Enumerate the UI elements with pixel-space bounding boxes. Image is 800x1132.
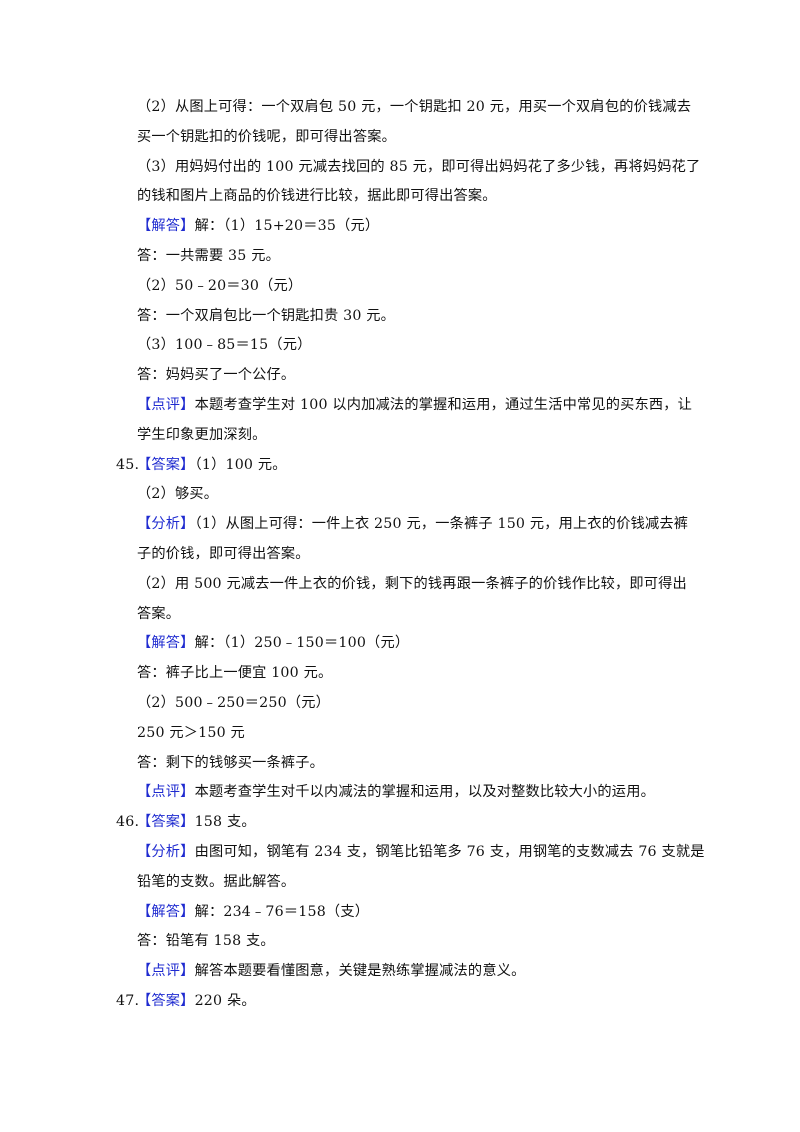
- section-label: 【解答】: [137, 635, 195, 652]
- line-text: 铅笔的支数。据此解答。: [137, 873, 296, 890]
- line-text: （3）100﹣85＝15（元）: [137, 337, 312, 354]
- line-text: 250 元＞150 元: [137, 724, 245, 741]
- text-line: 答案。: [0, 600, 800, 630]
- text-line: 答：妈妈买了一个公仔。: [0, 361, 800, 391]
- text-line: （2）够买。: [0, 480, 800, 510]
- text-line: 250 元＞150 元: [0, 719, 800, 749]
- text-line: （3）用妈妈付出的 100 元减去找回的 85 元，即可得出妈妈花了多少钱，再将…: [0, 153, 800, 183]
- question-answer-heading: 45.【答案】（1）100 元。: [0, 451, 800, 481]
- document-body: （2）从图上可得：一个双肩包 50 元，一个钥匙扣 20 元，用买一个双肩包的价…: [0, 93, 800, 1017]
- section-label: 【答案】: [137, 814, 195, 831]
- text-line: 答：铅笔有 158 支。: [0, 927, 800, 957]
- line-text: （2）用 500 元减去一件上衣的价钱，剩下的钱再跟一条裤子的价钱作比较，即可得…: [137, 575, 687, 592]
- section-label: 【点评】: [137, 396, 195, 413]
- line-text: 解：（1）250﹣150＝100（元）: [194, 635, 410, 652]
- line-text: 解：（1）15+20＝35（元）: [194, 218, 380, 235]
- line-text: 220 朵。: [194, 992, 256, 1009]
- section-label: 【解答】: [137, 218, 195, 235]
- text-line: 【点评】本题考查学生对 100 以内加减法的掌握和运用，通过生活中常见的买东西，…: [0, 391, 800, 421]
- line-text: 答：铅笔有 158 支。: [137, 933, 275, 950]
- line-text: （2）从图上可得：一个双肩包 50 元，一个钥匙扣 20 元，用买一个双肩包的价…: [137, 99, 692, 115]
- line-text: 答：妈妈买了一个公仔。: [137, 367, 296, 384]
- line-text: 解答本题要看懂图意，关键是熟练掌握减法的意义。: [194, 963, 526, 980]
- line-text: 学生印象更加深刻。: [137, 426, 267, 443]
- text-line: 【解答】解：（1）250﹣150＝100（元）: [0, 629, 800, 659]
- text-line: 答：一共需要 35 元。: [0, 242, 800, 272]
- question-answer-heading: 47.【答案】220 朵。: [0, 987, 800, 1017]
- question-number: 45.: [116, 456, 140, 473]
- text-line: 铅笔的支数。据此解答。: [0, 868, 800, 898]
- line-text: 答案。: [137, 605, 181, 622]
- line-text: （2）500﹣250＝250（元）: [137, 694, 330, 711]
- text-line: 答：剩下的钱够买一条裤子。: [0, 749, 800, 779]
- section-label: 【点评】: [137, 963, 195, 980]
- text-line: 答：一个双肩包比一个钥匙扣贵 30 元。: [0, 302, 800, 332]
- line-text: （3）用妈妈付出的 100 元减去找回的 85 元，即可得出妈妈花了多少钱，再将…: [137, 158, 701, 175]
- text-line: 【点评】解答本题要看懂图意，关键是熟练掌握减法的意义。: [0, 957, 800, 987]
- section-label: 【分析】: [137, 843, 195, 860]
- line-text: （1）从图上可得：一件上衣 250 元，一条裤子 150 元，用上衣的价钱减去裤: [194, 516, 689, 533]
- text-line: （2）50﹣20＝30（元）: [0, 272, 800, 302]
- section-label: 【答案】: [137, 992, 195, 1009]
- line-text: 本题考查学生对千以内减法的掌握和运用，以及对整数比较大小的运用。: [194, 784, 655, 801]
- line-text: 答：一共需要 35 元。: [137, 247, 280, 264]
- line-text: 158 支。: [194, 814, 256, 831]
- text-line: 买一个钥匙扣的价钱呢，即可得出答案。: [0, 123, 800, 153]
- question-number: 46.: [116, 814, 140, 831]
- line-text: 子的价钱，即可得出答案。: [137, 545, 310, 562]
- line-text: 的钱和图片上商品的价钱进行比较，据此即可得出答案。: [137, 188, 497, 205]
- text-line: 【点评】本题考查学生对千以内减法的掌握和运用，以及对整数比较大小的运用。: [0, 778, 800, 808]
- text-line: 【解答】解：234﹣76＝158（支）: [0, 898, 800, 928]
- text-line: （2）从图上可得：一个双肩包 50 元，一个钥匙扣 20 元，用买一个双肩包的价…: [0, 93, 800, 123]
- text-line: 的钱和图片上商品的价钱进行比较，据此即可得出答案。: [0, 182, 800, 212]
- question-answer-heading: 46.【答案】158 支。: [0, 808, 800, 838]
- text-line: 【分析】由图可知，钢笔有 234 支，钢笔比铅笔多 76 支，用钢笔的支数减去 …: [0, 838, 800, 868]
- line-text: 买一个钥匙扣的价钱呢，即可得出答案。: [137, 128, 396, 145]
- line-text: 解：234﹣76＝158（支）: [194, 903, 370, 920]
- section-label: 【解答】: [137, 903, 195, 920]
- text-line: 【分析】（1）从图上可得：一件上衣 250 元，一条裤子 150 元，用上衣的价…: [0, 510, 800, 540]
- line-text: 答：剩下的钱够买一条裤子。: [137, 754, 325, 771]
- line-text: 本题考查学生对 100 以内加减法的掌握和运用，通过生活中常见的买东西，让: [194, 396, 693, 413]
- text-line: 学生印象更加深刻。: [0, 421, 800, 451]
- section-label: 【分析】: [137, 516, 195, 533]
- text-line: 【解答】解：（1）15+20＝35（元）: [0, 212, 800, 242]
- section-label: 【点评】: [137, 784, 195, 801]
- question-number: 47.: [116, 992, 140, 1009]
- text-line: （2）用 500 元减去一件上衣的价钱，剩下的钱再跟一条裤子的价钱作比较，即可得…: [0, 570, 800, 600]
- line-text: （2）50﹣20＝30（元）: [137, 277, 303, 294]
- text-line: 子的价钱，即可得出答案。: [0, 540, 800, 570]
- line-text: 答：裤子比上一便宜 100 元。: [137, 665, 333, 682]
- line-text: （1）100 元。: [194, 456, 287, 473]
- line-text: （2）够买。: [137, 486, 219, 503]
- text-line: 答：裤子比上一便宜 100 元。: [0, 659, 800, 689]
- text-line: （2）500﹣250＝250（元）: [0, 689, 800, 719]
- line-text: 由图可知，钢笔有 234 支，钢笔比铅笔多 76 支，用钢笔的支数减去 76 支…: [194, 843, 705, 860]
- line-text: 答：一个双肩包比一个钥匙扣贵 30 元。: [137, 307, 396, 324]
- text-line: （3）100﹣85＝15（元）: [0, 331, 800, 361]
- section-label: 【答案】: [137, 456, 195, 473]
